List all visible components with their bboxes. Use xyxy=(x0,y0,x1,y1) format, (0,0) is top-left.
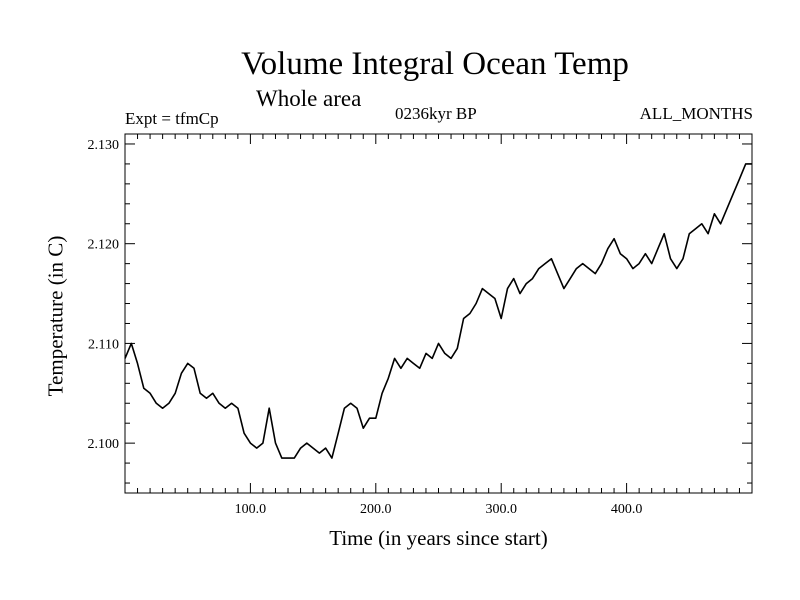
y-tick-label: 2.100 xyxy=(88,437,120,452)
y-tick-label: 2.130 xyxy=(88,138,120,153)
x-tick-label: 300.0 xyxy=(485,502,517,517)
x-tick-label: 400.0 xyxy=(611,502,643,517)
period-label: 0236kyr BP xyxy=(395,104,477,123)
plot-frame xyxy=(124,133,753,494)
y-tick-label: 2.120 xyxy=(88,238,120,253)
chart-title: Volume Integral Ocean Temp xyxy=(241,46,629,82)
months-label: ALL_MONTHS xyxy=(639,104,753,123)
chart-subtitle: Whole area xyxy=(256,86,362,111)
experiment-label: Expt = tfmCp xyxy=(125,109,219,128)
x-tick-label: 200.0 xyxy=(360,502,392,517)
y-tick-label: 2.110 xyxy=(88,337,119,352)
x-axis-label: Time (in years since start) xyxy=(329,526,548,550)
series-line xyxy=(124,163,752,459)
x-tick-label: 100.0 xyxy=(235,502,267,517)
